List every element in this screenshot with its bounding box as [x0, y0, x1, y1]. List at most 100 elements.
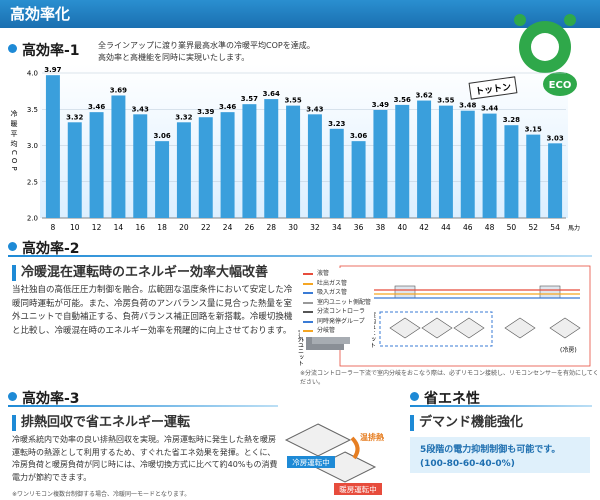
section-title: 省エネ性 [410, 388, 480, 408]
paragraph: 当社独自の高低圧圧力制御を融合。広範囲な温度条件において安定した冷暖同時運転が可… [12, 285, 293, 336]
x-tick-label: 38 [376, 223, 386, 232]
mascot-sign [468, 76, 518, 100]
legend-swatch [303, 292, 313, 294]
note: ※ワンリモコン複数台制御する場合、冷暖同一モードとなります。 [12, 491, 191, 498]
bar [89, 112, 104, 218]
value-label: 3.28 [503, 116, 520, 124]
bar [438, 105, 453, 218]
value-label: 3.56 [394, 96, 411, 104]
y-axis-label: 冷暖平均COP [10, 109, 18, 173]
bar [307, 114, 322, 218]
x-tick-label: 26 [245, 223, 255, 232]
value-label: 3.55 [437, 97, 454, 105]
cooling-label: 冷房運転中 [292, 457, 330, 467]
value-label: 3.43 [306, 105, 323, 113]
value-label: 3.23 [328, 120, 345, 128]
legend-swatch [303, 330, 313, 332]
value-label: 3.32 [66, 113, 83, 121]
bar [548, 143, 563, 218]
x-tick-label: 52 [528, 223, 538, 232]
bar [45, 75, 60, 218]
x-tick-label: 40 [397, 223, 407, 232]
legend-swatch [303, 311, 313, 313]
legend-text: 分岐管 [317, 327, 336, 334]
diagram-frame [339, 265, 591, 367]
value-label: 3.62 [415, 92, 432, 100]
demand-text: 5段階の電力抑制制御も可能です。 [420, 443, 560, 455]
value-label: 3.57 [241, 95, 258, 103]
bar [482, 113, 497, 218]
mascot-sign-text: トットン [475, 82, 512, 98]
legend-item: 吐出ガス管 [303, 279, 371, 289]
x-tick-label: 10 [70, 223, 80, 232]
value-label: 3.64 [263, 90, 280, 98]
label-bg [334, 483, 382, 495]
x-tick-label: 18 [157, 223, 167, 232]
y-tick-label: 3.0 [27, 142, 38, 150]
mascot-ear [514, 14, 526, 26]
bar [67, 122, 82, 218]
section-title: 高効率-2 [8, 238, 80, 258]
bar [133, 114, 148, 218]
bar [176, 122, 191, 218]
x-tick-label: 22 [201, 223, 211, 232]
x-tick-label: 24 [223, 223, 233, 232]
label-bg [287, 456, 335, 468]
bar [417, 100, 432, 218]
x-tick-label: 34 [332, 223, 342, 232]
cooling-label: (冷房) [560, 346, 577, 354]
bar [286, 105, 301, 218]
y-tick-label: 2.5 [27, 178, 38, 186]
mascot-badge-text: ECO [549, 80, 572, 91]
x-tick-label: 12 [92, 223, 102, 232]
legend-text: 同時発停グループ [317, 317, 365, 325]
x-tick-label: 20 [179, 223, 189, 232]
divider [8, 405, 278, 407]
x-tick-label: 16 [135, 223, 145, 232]
bar [242, 104, 257, 218]
y-tick-label: 3.5 [27, 106, 38, 114]
diagram-legend: 液管 吐出ガス管 吸入ガス管 室内ユニット側配管 分流コントローラ 同時発停グループ 分岐管 [300, 268, 375, 337]
y-tick-label: 4.0 [27, 70, 38, 78]
x-tick-label: 14 [114, 223, 124, 232]
text: 高効率と高機能を同時に実現いたします。 [98, 53, 250, 62]
value-label: 3.48 [459, 102, 476, 110]
indoor-unit [389, 317, 421, 339]
bar [351, 141, 366, 218]
legend-text: 吐出ガス管 [317, 279, 348, 287]
value-label: 3.15 [525, 126, 542, 134]
x-tick-label: 32 [310, 223, 320, 232]
legend-item: 吸入ガス管 [303, 288, 371, 298]
bar [111, 95, 126, 218]
value-label: 3.06 [153, 132, 170, 140]
value-label: 3.69 [110, 86, 127, 94]
legend-text: 吸入ガス管 [317, 289, 348, 296]
value-label: 3.46 [219, 103, 236, 111]
demand-box [410, 437, 590, 473]
value-label: 3.46 [88, 103, 105, 111]
x-tick-label: 28 [266, 223, 276, 232]
mascot-face [531, 33, 559, 61]
bar [373, 109, 388, 218]
value-label: 3.39 [197, 108, 214, 116]
x-tick-label: 8 [51, 223, 56, 232]
x-tick-label: 46 [463, 223, 473, 232]
value-label: 3.32 [175, 113, 192, 121]
group-frame [379, 311, 493, 347]
value-label: 3.43 [132, 105, 149, 113]
legend-text: 室内ユニット側配管 [317, 298, 372, 306]
x-axis-label: 馬力 [568, 224, 580, 232]
bar [526, 134, 541, 218]
heading: 冷暖混在運転時のエネルギー効率大幅改善 [12, 265, 311, 281]
legend-item: 分流コントローラ [303, 307, 371, 317]
bar [460, 110, 475, 218]
legend-item: 室内ユニット側配管 [303, 298, 371, 308]
bar [395, 104, 410, 218]
heating-label: 暖房運転中 [339, 484, 377, 494]
x-tick-label: 50 [507, 223, 517, 232]
mascot: トットン ECO [468, 14, 577, 100]
x-tick-label: 44 [441, 223, 451, 232]
demand-text: (100-80-60-40-0%) [420, 459, 515, 469]
text: 全ラインアップに渡り業界最高水準の冷暖平均COPを達成。 [98, 41, 315, 50]
